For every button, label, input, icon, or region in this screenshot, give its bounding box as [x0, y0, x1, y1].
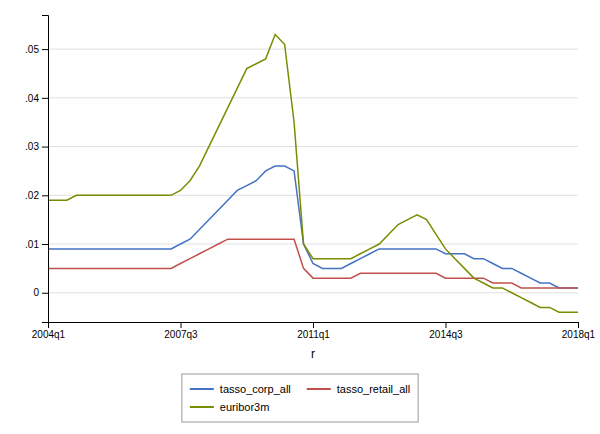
series-line: [48, 166, 578, 288]
legend-item: tasso_corp_all: [190, 383, 291, 395]
tick: .04: [25, 93, 48, 104]
tick: 2014q3: [429, 322, 463, 340]
tick-label: .01: [25, 239, 39, 250]
tick-mark: [578, 322, 579, 328]
grid-line: [48, 49, 578, 50]
legend: tasso_corp_all tasso_retail_all euribor3m: [182, 374, 418, 422]
legend-swatch: [307, 388, 331, 390]
plot: 2004q1 2007q3 2011q1 2014q3 2018q1 0 .01 .02 .03…: [25, 16, 596, 362]
tick-label: 2007q3: [164, 329, 198, 340]
tick-label: 2004q1: [32, 329, 66, 340]
tick-label: .02: [25, 190, 39, 201]
legend-swatch: [190, 388, 214, 390]
tick: .02: [25, 190, 48, 201]
tick: .01: [25, 239, 48, 250]
legend-item: tasso_retail_all: [307, 383, 410, 395]
tick-label: .04: [25, 93, 39, 104]
tick: 0: [33, 287, 48, 298]
y-axis: 0 .01 .02 .03 .04 .05: [25, 16, 48, 323]
legend-label: tasso_retail_all: [337, 383, 410, 395]
tick-label: 0: [33, 287, 39, 298]
grid-line: [48, 97, 578, 98]
tick: .03: [25, 141, 48, 152]
legend-item: euribor3m: [190, 401, 270, 413]
x-axis: 2004q1 2007q3 2011q1 2014q3 2018q1: [32, 322, 596, 340]
x-axis-label: r: [311, 347, 315, 361]
axis-line: [42, 16, 49, 323]
tick-label: 2018q1: [562, 329, 596, 340]
grid: [48, 49, 578, 293]
grid-line: [48, 292, 578, 293]
tick-label: .05: [25, 44, 39, 55]
legend-swatch: [190, 406, 214, 408]
tick-mark: [42, 147, 48, 148]
legend-label: euribor3m: [220, 401, 270, 413]
tick: .05: [25, 44, 48, 55]
lines: [48, 34, 578, 312]
series-line: [48, 34, 578, 312]
series-line: [48, 239, 578, 288]
legend-frame: [182, 374, 418, 422]
axis-line: [49, 323, 579, 329]
tick-label: 2014q3: [429, 329, 463, 340]
tick-mark: [446, 322, 447, 328]
tick-mark: [42, 49, 48, 50]
tick-mark: [313, 322, 314, 328]
tick-mark: [42, 244, 48, 245]
tick-mark: [42, 98, 48, 99]
chart: 2004q1 2007q3 2011q1 2014q3 2018q1 0 .01 .02 .03…: [0, 0, 600, 434]
tick-label: .03: [25, 141, 39, 152]
grid-line: [48, 244, 578, 245]
tick: 2007q3: [164, 322, 198, 340]
tick-mark: [42, 293, 48, 294]
tick-label: 2011q1: [297, 329, 330, 340]
tick: 2011q1: [297, 322, 330, 340]
grid-line: [48, 146, 578, 147]
tick: 2004q1: [32, 322, 66, 340]
tick-mark: [42, 195, 48, 196]
tick-mark: [181, 322, 182, 328]
tick: 2018q1: [562, 322, 596, 340]
legend-label: tasso_corp_all: [220, 383, 291, 395]
